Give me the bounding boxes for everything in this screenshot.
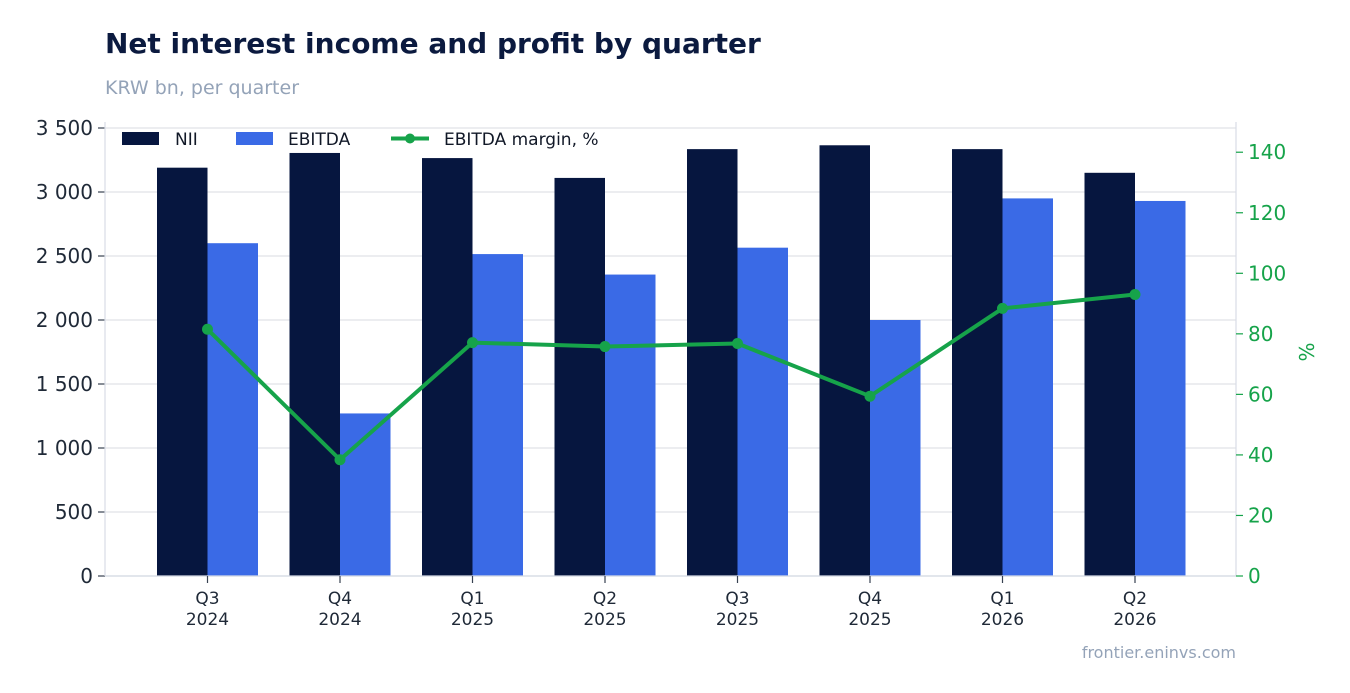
x-axis: Q32024Q42024Q12025Q22025Q32025Q42025Q120…	[105, 575, 1236, 630]
x-tick-label-quarter: Q2	[593, 589, 617, 609]
x-tick-label-quarter: Q3	[195, 589, 219, 609]
margin-point	[599, 341, 611, 353]
x-tick-label-year: 2024	[186, 610, 229, 630]
margin-point	[467, 337, 478, 349]
bar-ebitda	[605, 274, 656, 576]
source-note: frontier.eninvs.com	[1082, 643, 1236, 662]
left-tick-label: 500	[55, 500, 93, 524]
left-axis: 0 500 1 000 1 500 2 000 2 500 3 000 3 500	[36, 116, 106, 588]
bar-ebitda	[1002, 198, 1053, 576]
chart-subtitle: KRW bn, per quarter	[105, 77, 299, 99]
legend: NII EBITDA EBITDA margin, %	[122, 130, 599, 150]
x-tick-label-quarter: Q1	[460, 589, 484, 609]
right-axis: 0 20 40 60 80 100 120 140	[1235, 122, 1286, 588]
margin-point	[334, 454, 346, 466]
x-tick-label-year: 2025	[848, 610, 891, 630]
margin-point	[864, 390, 876, 402]
x-tick-label-quarter: Q4	[328, 589, 352, 609]
x-tick-label-year: 2026	[1113, 610, 1156, 630]
x-tick-label-year: 2025	[716, 610, 759, 630]
x-tick-label-year: 2024	[318, 610, 361, 630]
bar-ebitda	[1135, 200, 1186, 576]
right-axis-label: %	[1295, 342, 1319, 361]
bar-nii	[554, 177, 605, 577]
x-tick-label-quarter: Q1	[990, 589, 1014, 609]
right-tick-label: 120	[1248, 201, 1286, 225]
legend-swatch-ebitda	[236, 132, 273, 145]
legend-label-margin: EBITDA margin, %	[444, 130, 599, 150]
bar-nii	[289, 152, 340, 576]
legend-label-ebitda: EBITDA	[288, 130, 351, 150]
bar-nii	[819, 145, 870, 576]
right-tick-label: 140	[1248, 140, 1286, 164]
bar-nii	[157, 167, 208, 576]
margin-point	[997, 302, 1008, 314]
bar-nii	[952, 149, 1003, 576]
left-tick-label: 1 000	[36, 436, 93, 460]
bar-nii	[1084, 172, 1135, 577]
right-tick-label: 40	[1248, 443, 1273, 467]
margin-point	[202, 323, 213, 335]
left-tick-label: 0	[80, 564, 93, 588]
margin-point	[1129, 288, 1141, 300]
left-tick-label: 3 500	[36, 116, 93, 140]
bar-ebitda	[472, 254, 523, 576]
x-tick-label-year: 2025	[451, 610, 494, 630]
right-tick-label: 0	[1248, 564, 1261, 588]
x-tick-label-quarter: Q4	[858, 589, 882, 609]
gridlines	[105, 127, 1236, 577]
bar-ebitda	[207, 243, 258, 576]
bar-nii	[687, 149, 738, 576]
right-tick-label: 100	[1248, 261, 1286, 285]
left-tick-label: 3 000	[36, 180, 93, 204]
chart-title: Net interest income and profit by quarte…	[105, 27, 761, 60]
left-tick-label: 2 000	[36, 308, 93, 332]
x-tick-label-year: 2026	[981, 610, 1024, 630]
margin-point	[732, 338, 743, 350]
left-tick-label: 2 500	[36, 244, 93, 268]
right-tick-label: 20	[1248, 503, 1273, 527]
margin-line-path	[206, 292, 1136, 462]
x-tick-label-year: 2025	[583, 610, 626, 630]
legend-swatch-nii	[122, 132, 159, 145]
x-tick-label-quarter: Q2	[1123, 589, 1147, 609]
bar-ebitda	[870, 320, 921, 576]
bar-ebitda	[340, 413, 391, 576]
x-tick-label-quarter: Q3	[725, 589, 749, 609]
right-tick-label: 80	[1248, 322, 1273, 346]
bar-ebitda	[737, 247, 788, 576]
legend-label-nii: NII	[175, 130, 198, 150]
bars	[157, 145, 1186, 577]
right-tick-label: 60	[1248, 382, 1273, 406]
left-tick-label: 1 500	[36, 372, 93, 396]
legend-marker-margin	[405, 133, 415, 144]
margin-line	[202, 288, 1141, 466]
